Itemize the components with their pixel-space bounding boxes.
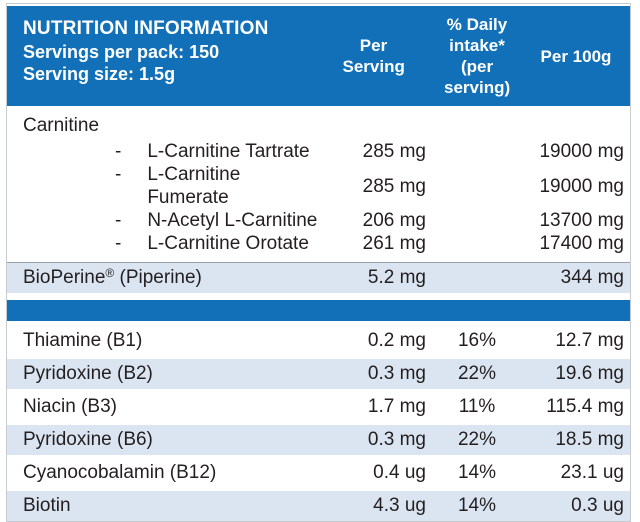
- per-100g-value: 19000 mg: [539, 141, 624, 162]
- table-row: Cyanocobalamin (B12) 0.4 ug 14% 23.1 ug: [7, 458, 630, 488]
- table-row: Pyridoxine (B2) 0.3 mg 22% 19.6 mg: [7, 359, 630, 389]
- per-serving-value: 0.3 mg: [367, 363, 426, 384]
- per-100g-value: 344 mg: [560, 267, 624, 288]
- daily-intake-value: 14%: [457, 495, 497, 516]
- per-100g-value: 0.3 ug: [571, 495, 624, 516]
- table-row-bioperine: BioPerine® (Piperine) 5.2 mg 344 mg: [7, 263, 630, 293]
- ingredient-name: Pyridoxine (B2): [23, 363, 153, 384]
- per-100g-value: 17400 mg: [539, 233, 624, 254]
- panel-title: NUTRITION INFORMATION: [23, 18, 269, 39]
- ingredient-name: L-Carnitine Orotate: [147, 233, 309, 254]
- per-serving-value: 0.2 mg: [367, 330, 426, 351]
- per-100g-value: 19000 mg: [539, 175, 624, 197]
- per-serving-value: 0.4 ug: [373, 462, 426, 483]
- per-100g-value: 19.6 mg: [555, 363, 624, 384]
- per-100g-value: 115.4 mg: [546, 396, 624, 417]
- per-serving-value: 0.3 mg: [367, 429, 426, 450]
- ingredient-name: Thiamine (B1): [23, 330, 143, 351]
- per-100g-value: 13700 mg: [539, 210, 624, 231]
- daily-intake-value: 14%: [457, 462, 497, 483]
- table-row: Niacin (B3) 1.7 mg 11% 115.4 mg: [7, 392, 630, 422]
- per-100g-value: 12.7 mg: [555, 330, 624, 351]
- per-serving-value: 1.7 mg: [367, 396, 426, 417]
- bullet-dash: -: [115, 210, 122, 231]
- ingredient-name: Biotin: [23, 495, 71, 516]
- table-row: Pyridoxine (B6) 0.3 mg 22% 18.5 mg: [7, 425, 630, 455]
- column-header-per-100g: Per 100g: [540, 46, 612, 66]
- column-header-per-serving: Per Serving: [342, 36, 405, 76]
- per-100g-value: 18.5 mg: [555, 429, 624, 450]
- per-serving-value: 5.2 mg: [367, 267, 426, 288]
- bullet-dash: -: [115, 141, 122, 162]
- daily-intake-value: 11%: [458, 396, 496, 417]
- servings-per-pack: Servings per pack: 150: [23, 42, 220, 62]
- ingredient-name: Pyridoxine (B6): [23, 429, 153, 450]
- nutrition-body: Carnitine - L-Carnitine Tartrate 285 mg …: [7, 106, 630, 521]
- ingredient-name: BioPerine® (Piperine): [23, 266, 202, 288]
- daily-intake-value: 22%: [457, 429, 497, 450]
- header-left-block: NUTRITION INFORMATION Servings per pack:…: [23, 6, 321, 85]
- table-row: - L-Carnitine Orotate 261 mg 17400 mg: [7, 232, 630, 255]
- per-serving-value: 206 mg: [362, 210, 426, 231]
- per-serving-value: 285 mg: [362, 141, 426, 162]
- per-serving-value: 285 mg: [362, 175, 426, 197]
- registered-trademark-symbol: ®: [105, 266, 115, 280]
- blue-divider-band: [7, 300, 630, 321]
- daily-intake-value: 16%: [457, 330, 497, 351]
- nutrition-header: NUTRITION INFORMATION Servings per pack:…: [7, 6, 630, 106]
- ingredient-name: Cyanocobalamin (B12): [23, 462, 217, 483]
- serving-size: Serving size: 1.5g: [23, 64, 176, 84]
- per-100g-value: 23.1 ug: [560, 462, 624, 483]
- ingredient-name: L-Carnitine Tartrate: [147, 141, 310, 162]
- carnitine-group-label: Carnitine: [23, 115, 100, 136]
- nutrition-panel: NUTRITION INFORMATION Servings per pack:…: [6, 3, 631, 522]
- ingredient-name: N-Acetyl L-Carnitine: [147, 210, 318, 231]
- table-row: - L-Carnitine Tartrate 285 mg 19000 mg: [7, 140, 630, 163]
- bullet-dash: -: [115, 164, 122, 185]
- column-header-daily-intake: % Daily intake* (per serving): [444, 15, 511, 97]
- table-row: Thiamine (B1) 0.2 mg 16% 12.7 mg: [7, 326, 630, 356]
- per-serving-value: 4.3 ug: [373, 495, 426, 516]
- table-row: - N-Acetyl L-Carnitine 206 mg 13700 mg: [7, 209, 630, 232]
- bullet-dash: -: [115, 233, 122, 254]
- table-row: Biotin 4.3 ug 14% 0.3 ug: [7, 491, 630, 521]
- table-row: - L-Carnitine Fumerate 285 mg 19000 mg: [7, 163, 630, 209]
- section-divider-line: [7, 262, 630, 263]
- per-serving-value: 261 mg: [362, 233, 426, 254]
- daily-intake-value: 22%: [457, 363, 497, 384]
- ingredient-name: Niacin (B3): [23, 396, 117, 417]
- ingredient-name: L-Carnitine Fumerate: [147, 164, 241, 208]
